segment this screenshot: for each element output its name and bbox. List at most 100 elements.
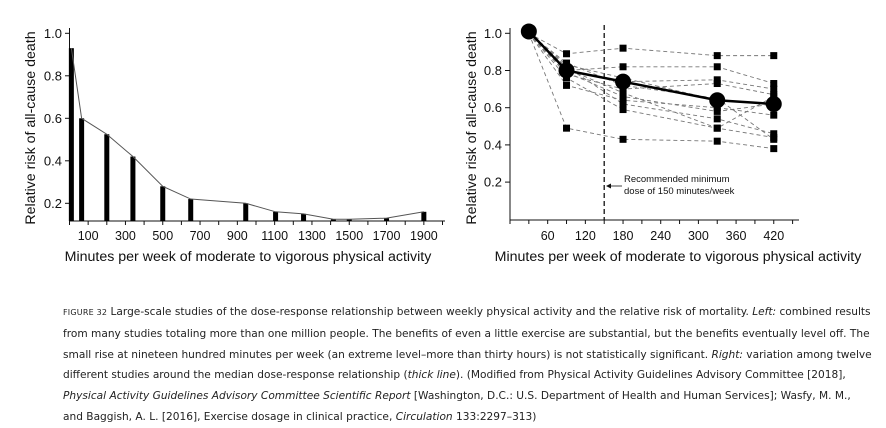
x-tick-label: 60 — [541, 229, 555, 243]
x-tick-label: 300 — [688, 229, 709, 243]
study-line — [528, 32, 774, 135]
bar — [273, 211, 279, 221]
caption-text: 133:2297–313) — [452, 410, 537, 423]
caption-text: Large-scale studies of the dose-response… — [107, 306, 753, 318]
study-point — [563, 81, 571, 89]
study-point — [619, 106, 627, 114]
y-tick-label: 0.6 — [484, 100, 502, 115]
study-point — [619, 135, 627, 143]
study-point — [770, 135, 778, 143]
study-point — [713, 137, 721, 145]
x-tick-label: 180 — [613, 229, 634, 243]
study-point — [770, 130, 778, 138]
caption-text: different studies around the median dose… — [63, 369, 408, 382]
study-point — [563, 50, 571, 58]
study-point — [619, 63, 627, 71]
y-tick-label: 0.8 — [44, 68, 62, 83]
x-tick-label: 1500 — [335, 229, 363, 243]
x-tick-label: 420 — [763, 229, 784, 243]
study-line — [528, 33, 774, 138]
x-tick-label: 700 — [190, 229, 211, 243]
caption-line: Physical Activity Guidelines Advisory Co… — [63, 386, 883, 407]
median-point — [709, 92, 726, 109]
caption-line: different studies around the median dose… — [63, 365, 883, 386]
y-tick-label: 0.2 — [484, 175, 502, 190]
caption-text: combined results — [776, 306, 871, 318]
x-tick-label: 300 — [115, 229, 136, 243]
median-point — [520, 23, 537, 40]
caption-line: FIGURE 32 Large-scale studies of the dos… — [63, 302, 883, 324]
caption-text: small rise at nineteen hundred minutes p… — [63, 348, 712, 361]
x-tick-label: 1100 — [261, 229, 288, 243]
trend-line — [70, 48, 424, 220]
bar — [188, 199, 194, 221]
x-tick-label: 100 — [78, 229, 99, 243]
bar — [384, 218, 390, 221]
study-point — [713, 115, 721, 123]
arrow-head — [606, 183, 611, 189]
median-point — [765, 95, 782, 112]
left-chart: 0.2 0.4 0.6 0.8 1.0 100 300 500 700 900 1100 1300 15… — [23, 26, 445, 265]
bar — [346, 219, 352, 221]
caption-line: from many studies totaling more than one… — [63, 324, 883, 345]
study-point — [619, 44, 627, 52]
x-tick-label: 360 — [726, 229, 747, 243]
x-tick-label: 500 — [152, 229, 173, 243]
caption-text: variation among twelve — [742, 348, 872, 361]
x-axis-label: Minutes per week of moderate to vigorous… — [65, 249, 433, 265]
bar — [301, 213, 307, 221]
caption-text: Physical Activity Guidelines Advisory Co… — [63, 390, 411, 403]
y-tick-label: 0.4 — [44, 153, 62, 168]
study-point — [619, 96, 627, 104]
study-point — [713, 107, 721, 115]
y-tick-label: 0.4 — [484, 137, 502, 152]
y-tick-label: 1.0 — [484, 26, 502, 41]
study-point — [713, 124, 721, 132]
bar — [160, 186, 166, 221]
y-tick-label: 1.0 — [44, 26, 62, 41]
x-tick-label: 1700 — [373, 229, 401, 243]
figure-caption: FIGURE 32 Large-scale studies of the dos… — [63, 302, 883, 428]
caption-text: Circulation — [395, 410, 453, 423]
caption-text: [Washington, D.C.: U.S. Department of He… — [410, 390, 851, 403]
caption-text: Right: — [711, 348, 743, 361]
y-axis-label: Relative risk of all-cause death — [464, 31, 480, 224]
bar — [130, 156, 136, 221]
x-tick-label: 1900 — [410, 229, 438, 243]
study-point — [770, 85, 778, 93]
study-point — [770, 52, 778, 60]
study-point — [713, 80, 721, 88]
study-point — [563, 124, 571, 132]
study-point — [619, 89, 627, 97]
study-point — [619, 100, 627, 108]
x-tick-label: 1300 — [298, 229, 326, 243]
study-point — [770, 145, 778, 153]
right-chart: 0.2 0.4 0.6 0.8 1.0 60 120 180 240 300 360 420 Recom… — [464, 23, 862, 265]
caption-line: and Baggish, A. L. [2016], Exercise dosa… — [63, 407, 883, 428]
bar — [68, 48, 74, 221]
y-tick-label: 0.8 — [484, 63, 502, 78]
study-point — [619, 93, 627, 101]
y-axis-label: Relative risk of all-cause death — [23, 31, 39, 224]
caption-text: from many studies totaling more than one… — [63, 327, 870, 340]
median-point — [558, 62, 575, 79]
study-point — [770, 111, 778, 119]
caption-text: ). (Modified from Physical Activity Guid… — [455, 369, 846, 382]
figure-label: FIGURE 32 — [63, 308, 108, 317]
median-point — [615, 73, 632, 90]
caption-text: Left: — [752, 306, 777, 318]
bar — [330, 219, 336, 221]
study-point — [770, 80, 778, 88]
x-tick-label: 900 — [227, 229, 248, 243]
y-tick-label: 0.2 — [44, 196, 62, 211]
bar — [243, 203, 249, 221]
caption-text: and Baggish, A. L. [2016], Exercise dosa… — [63, 410, 396, 423]
x-tick-label: 240 — [650, 229, 671, 243]
figure: 0.2 0.4 0.6 0.8 1.0 100 300 500 700 900 1100 1300 15… — [23, 23, 862, 265]
bar — [79, 118, 85, 221]
x-tick-label: 120 — [575, 229, 596, 243]
caption-text: thick line — [407, 369, 456, 382]
study-point — [713, 63, 721, 71]
study-point — [713, 76, 721, 84]
caption-line: small rise at nineteen hundred minutes p… — [63, 345, 883, 366]
